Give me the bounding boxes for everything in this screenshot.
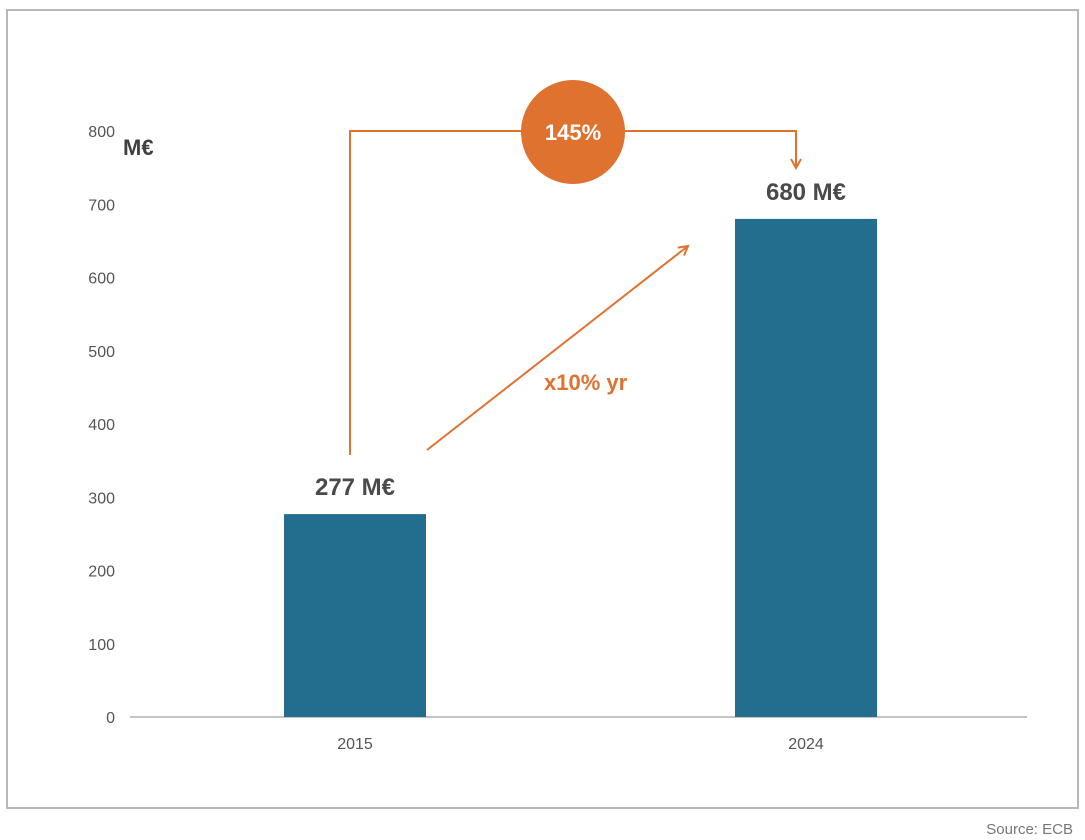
y-tick-label: 200 bbox=[88, 564, 115, 581]
data-label: 277 M€ bbox=[315, 474, 395, 501]
data-label: 680 M€ bbox=[766, 179, 846, 206]
source-note: Source: ECB bbox=[986, 821, 1073, 838]
unit-label: M€ bbox=[123, 135, 154, 160]
data-labels: 277 M€ 680 M€ bbox=[315, 179, 846, 501]
x-tick-label: 2015 bbox=[337, 736, 373, 753]
y-tick-label: 600 bbox=[88, 271, 115, 288]
bars bbox=[284, 218, 877, 717]
y-axis-ticks: 0 100 200 300 400 500 600 700 800 bbox=[88, 124, 115, 727]
growth-total-label: 145% bbox=[545, 120, 601, 145]
growth-badge bbox=[521, 80, 625, 184]
growth-rate-arrow bbox=[426, 246, 688, 451]
bar-2015 bbox=[284, 514, 426, 717]
growth-rate-label: x10% yr bbox=[544, 370, 628, 395]
x-axis-ticks: 2015 2024 bbox=[337, 736, 824, 753]
y-tick-label: 400 bbox=[88, 417, 115, 434]
y-tick-label: 700 bbox=[88, 197, 115, 214]
y-tick-label: 100 bbox=[88, 637, 115, 654]
x-tick-label: 2024 bbox=[788, 736, 824, 753]
y-tick-label: 300 bbox=[88, 490, 115, 507]
y-tick-label: 800 bbox=[88, 124, 115, 141]
y-tick-label: 0 bbox=[106, 710, 115, 727]
bar-2024 bbox=[735, 218, 877, 717]
y-tick-label: 500 bbox=[88, 344, 115, 361]
